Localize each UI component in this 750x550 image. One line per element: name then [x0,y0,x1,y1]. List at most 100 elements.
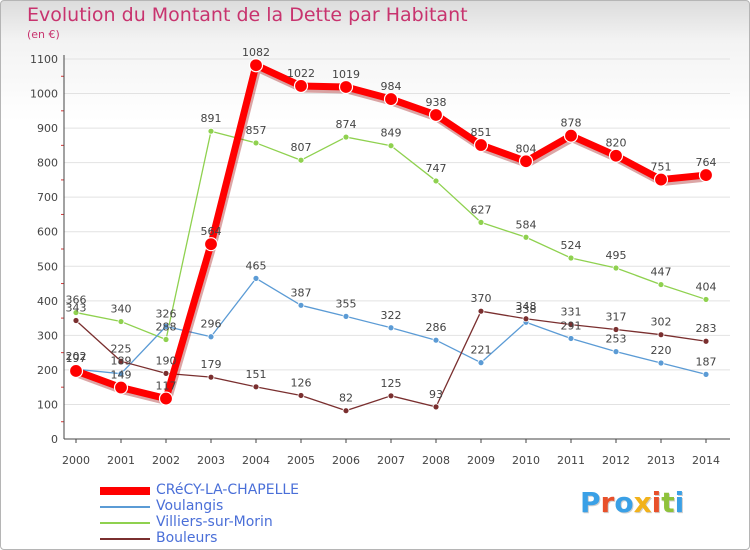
data-label: 764 [696,156,717,169]
data-label: 190 [156,354,177,367]
data-label: 584 [516,218,537,231]
data-label: 117 [156,380,177,393]
data-label: 1022 [287,67,315,80]
data-point [387,142,395,150]
data-label: 857 [246,124,267,137]
legend-swatch [100,487,150,495]
data-point [477,307,485,315]
data-point [522,315,530,323]
y-tick-label: 700 [37,191,58,204]
data-point [297,301,305,309]
y-tick-label: 600 [37,226,58,239]
x-tick-label: 2004 [242,454,270,467]
data-label: 93 [429,388,443,401]
x-tick-label: 2009 [467,454,495,467]
data-label: 348 [516,300,537,313]
data-point [162,322,170,330]
data-label: 286 [426,321,447,334]
x-tick-label: 2008 [422,454,450,467]
data-label: 984 [381,80,402,93]
x-tick-label: 2012 [602,454,630,467]
proxiti-logo: Proxiti [580,486,685,519]
data-label: 807 [291,141,312,154]
legend-label: Bouleurs [156,530,218,546]
x-tick-label: 2006 [332,454,360,467]
y-tick-label: 400 [37,295,58,308]
y-tick-label: 1000 [30,88,58,101]
data-label: 197 [66,352,87,365]
data-label: 82 [339,392,353,405]
data-point [117,357,125,365]
data-label: 283 [696,322,717,335]
chart-subtitle: (en €) [27,28,60,41]
data-label: 151 [246,368,267,381]
x-tick-label: 2003 [197,454,225,467]
data-label: 465 [246,259,267,272]
data-label: 387 [291,286,312,299]
data-point [252,139,260,147]
x-tick-label: 2014 [692,454,720,467]
y-tick-label: 200 [37,364,58,377]
data-point [342,133,350,141]
data-label: 804 [516,142,537,155]
data-label: 747 [426,162,447,175]
data-point [387,392,395,400]
x-tick-label: 2000 [62,454,90,467]
data-label: 288 [156,321,177,334]
data-point [702,337,710,345]
y-tick-label: 500 [37,260,58,273]
x-tick-label: 2013 [647,454,675,467]
data-point [72,317,80,324]
legend-item: CRéCY-LA-CHAPELLE [100,482,360,499]
legend-item: Bouleurs [100,530,360,547]
data-label: 302 [651,316,672,329]
data-point [653,172,669,187]
data-point [293,78,309,94]
data-label: 338 [516,303,537,316]
data-label: 149 [111,369,132,382]
x-tick-label: 2005 [287,454,315,467]
data-point [207,127,215,135]
x-tick-label: 2010 [512,454,540,467]
data-label: 322 [381,309,402,322]
data-label: 125 [381,377,402,390]
x-tick-label: 2011 [557,454,585,467]
data-label: 253 [606,333,627,346]
data-label: 820 [606,137,627,150]
data-point [158,391,174,406]
data-label: 849 [381,127,402,140]
data-label: 179 [201,358,222,371]
data-label: 331 [561,306,582,319]
data-point [338,79,354,95]
data-point [342,407,350,415]
data-point [162,336,170,343]
data-point [563,128,579,143]
data-point [297,156,305,164]
data-point [612,348,620,356]
data-point [477,359,485,367]
data-point [117,318,125,325]
data-label: 220 [651,344,672,357]
data-label: 340 [111,303,132,316]
data-label: 1082 [242,46,270,59]
data-label: 187 [696,355,717,368]
data-point [432,403,440,411]
y-tick-label: 1100 [30,53,58,66]
data-label: 370 [471,292,492,305]
legend-item: Voulangis [100,498,360,515]
data-point [567,321,575,329]
data-label: 343 [66,302,87,315]
x-tick-label: 2001 [107,454,135,467]
data-point [702,296,710,303]
data-point [113,380,129,395]
legend-label: CRéCY-LA-CHAPELLE [156,482,300,498]
data-point [432,177,440,185]
data-point [203,237,219,252]
data-point [117,370,125,378]
data-point [608,148,624,163]
data-label: 938 [426,96,447,109]
data-label: 564 [201,225,222,238]
data-label: 447 [651,266,672,279]
data-point [473,137,489,153]
legend-label: Voulangis [156,498,224,514]
